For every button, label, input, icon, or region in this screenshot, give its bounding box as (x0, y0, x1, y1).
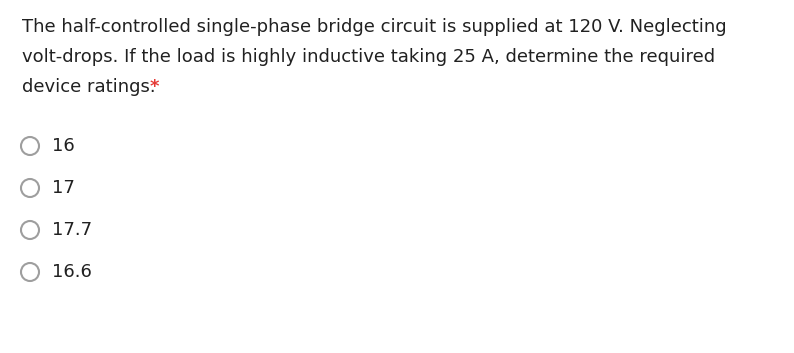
Text: 17: 17 (52, 179, 75, 197)
Text: volt-drops. If the load is highly inductive taking 25 A, determine the required: volt-drops. If the load is highly induct… (22, 48, 715, 66)
Text: *: * (150, 78, 160, 96)
Circle shape (21, 137, 39, 155)
Circle shape (21, 263, 39, 281)
Circle shape (21, 179, 39, 197)
Text: 17.7: 17.7 (52, 221, 92, 239)
Text: The half-controlled single-phase bridge circuit is supplied at 120 V. Neglecting: The half-controlled single-phase bridge … (22, 18, 727, 36)
Text: 16.6: 16.6 (52, 263, 92, 281)
Circle shape (21, 221, 39, 239)
Text: device ratings.: device ratings. (22, 78, 161, 96)
Text: 16: 16 (52, 137, 75, 155)
